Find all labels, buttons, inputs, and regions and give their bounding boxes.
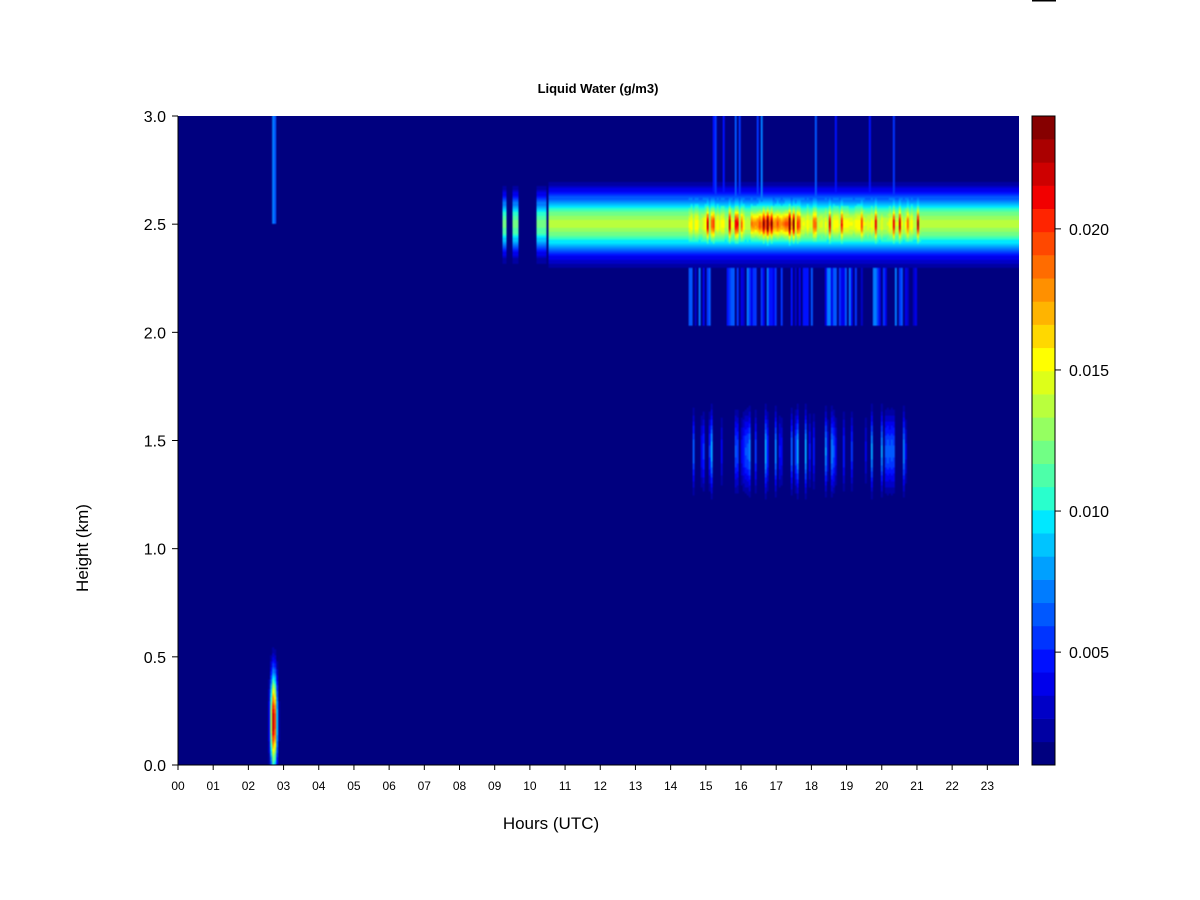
colorbar-swatch: [1032, 625, 1055, 650]
y-tick-label: 2.0: [144, 325, 166, 342]
colorbar-tick-label: 0.005: [1069, 645, 1109, 662]
colorbar-swatch: [1032, 440, 1055, 464]
y-tick-label: 2.5: [144, 217, 166, 234]
colorbar-swatch: [1032, 231, 1055, 256]
colorbar-swatch: [1032, 463, 1055, 488]
colorbar-swatch: [1032, 417, 1055, 441]
y-tick-label: 0.5: [144, 650, 166, 667]
colorbar-swatch: [1032, 278, 1055, 302]
x-tick-label: 21: [910, 779, 924, 793]
colorbar-swatch: [1032, 347, 1055, 372]
x-tick-label: 00: [171, 779, 185, 793]
colorbar-swatch: [1032, 486, 1055, 511]
colorbar-tick-label: 0.015: [1069, 363, 1109, 380]
colorbar-swatch: [1032, 510, 1055, 534]
colorbar-swatch: [1032, 602, 1055, 627]
x-tick-label: 20: [875, 779, 889, 793]
colorbar-swatch: [1032, 324, 1055, 349]
x-tick-label: 18: [805, 779, 819, 793]
colorbar-tick-label: 0.010: [1069, 504, 1109, 521]
x-tick-label: 22: [945, 779, 959, 793]
x-tick-label: 08: [453, 779, 467, 793]
colorbar-swatch: [1032, 139, 1055, 163]
x-tick-label: 13: [629, 779, 643, 793]
heatmap-image: [178, 116, 1019, 765]
x-tick-label: 23: [981, 779, 995, 793]
chart-title: Liquid Water (g/m3): [538, 81, 659, 96]
x-tick-label: 02: [242, 779, 256, 793]
colorbar-swatch: [1032, 255, 1055, 279]
x-tick-label: 07: [418, 779, 432, 793]
colorbar-swatch: [1032, 741, 1055, 766]
colorbar-swatch: [1032, 533, 1055, 557]
x-tick-label: 09: [488, 779, 502, 793]
y-tick-label: 3.0: [144, 109, 166, 126]
colorbar-swatch: [1032, 649, 1055, 673]
colorbar-swatch: [1032, 370, 1055, 395]
y-axis: 0.0 0.5 1.0 1.5 2.0 2.5 3.0: [144, 109, 178, 775]
colorbar-swatch: [1032, 695, 1055, 719]
x-tick-label: 10: [523, 779, 537, 793]
colorbar-swatch: [1032, 718, 1055, 743]
colorbar-ticks: 0.005 0.010 0.015 0.020: [1055, 222, 1109, 662]
colorbar-swatch: [1032, 162, 1055, 186]
colorbar-swatch: [1032, 394, 1055, 418]
x-tick-label: 11: [559, 779, 572, 793]
y-tick-label: 1.5: [144, 434, 166, 451]
colorbar-swatch: [1032, 672, 1055, 696]
x-tick-label: 17: [770, 779, 784, 793]
x-axis-label: Hours (UTC): [503, 814, 599, 833]
x-tick-label: 01: [207, 779, 221, 793]
x-tick-label: 14: [664, 779, 678, 793]
colorbar: [1031, 115, 1056, 766]
colorbar-swatch: [1032, 301, 1055, 325]
x-tick-label: 12: [594, 779, 608, 793]
colorbar-swatch: [1032, 185, 1055, 210]
y-axis-label: Height (km): [73, 504, 92, 592]
colorbar-swatch: [1032, 579, 1055, 604]
x-tick-label: 06: [382, 779, 396, 793]
x-tick-label: 19: [840, 779, 854, 793]
plot-area: [178, 116, 1019, 765]
colorbar-swatch: [1032, 208, 1055, 233]
x-tick-label: 03: [277, 779, 291, 793]
colorbar-tick-label: 0.020: [1069, 222, 1109, 239]
x-axis: 00 01 02 03 04 05 06 07 08 09 10 11 12 13 14 15 16 17 18 19…: [171, 765, 994, 793]
colorbar-frame: [1031, 115, 1056, 766]
colorbar-swatch: [1032, 556, 1055, 580]
y-tick-label: 1.0: [144, 542, 166, 559]
x-tick-label: 05: [347, 779, 361, 793]
y-tick-label: 0.0: [144, 758, 166, 775]
x-tick-label: 16: [734, 779, 748, 793]
x-tick-label: 15: [699, 779, 713, 793]
x-tick-label: 04: [312, 779, 326, 793]
colorbar-swatch: [1032, 116, 1055, 140]
